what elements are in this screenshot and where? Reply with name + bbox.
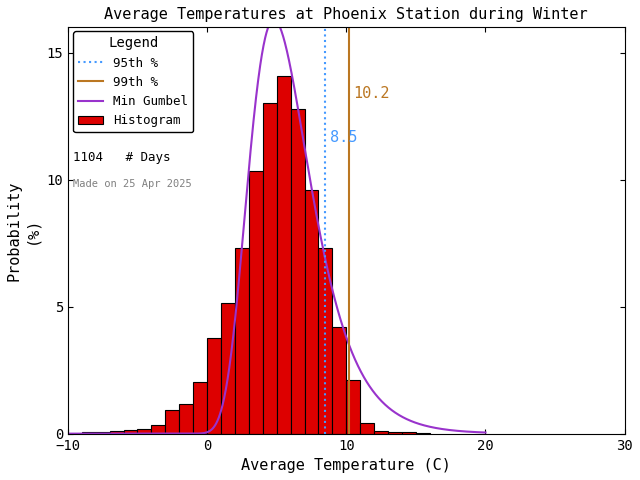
Bar: [165, 409, 179, 433]
Bar: [374, 431, 388, 433]
Bar: [319, 248, 332, 433]
Bar: [221, 303, 235, 433]
Bar: [235, 248, 249, 433]
Bar: [124, 430, 138, 433]
Bar: [152, 425, 165, 433]
Bar: [332, 327, 346, 433]
Text: Made on 25 Apr 2025: Made on 25 Apr 2025: [74, 179, 192, 189]
X-axis label: Average Temperature (C): Average Temperature (C): [241, 458, 451, 473]
Text: 1104   # Days: 1104 # Days: [74, 151, 171, 164]
Bar: [207, 338, 221, 433]
Bar: [305, 190, 319, 433]
Bar: [263, 104, 276, 433]
Bar: [346, 380, 360, 433]
Bar: [402, 432, 416, 433]
Bar: [388, 432, 402, 433]
Bar: [109, 431, 124, 433]
Bar: [291, 108, 305, 433]
Title: Average Temperatures at Phoenix Station during Winter: Average Temperatures at Phoenix Station …: [104, 7, 588, 22]
Legend: 95th %, 99th %, Min Gumbel, Histogram: 95th %, 99th %, Min Gumbel, Histogram: [74, 31, 193, 132]
Bar: [138, 429, 152, 433]
Y-axis label: Probability
(%): Probability (%): [7, 180, 39, 281]
Bar: [360, 423, 374, 433]
Text: 10.2: 10.2: [353, 86, 390, 101]
Bar: [249, 171, 263, 433]
Bar: [82, 432, 96, 433]
Bar: [193, 382, 207, 433]
Bar: [276, 75, 291, 433]
Bar: [96, 432, 109, 433]
Bar: [179, 405, 193, 433]
Text: 8.5: 8.5: [330, 130, 357, 144]
